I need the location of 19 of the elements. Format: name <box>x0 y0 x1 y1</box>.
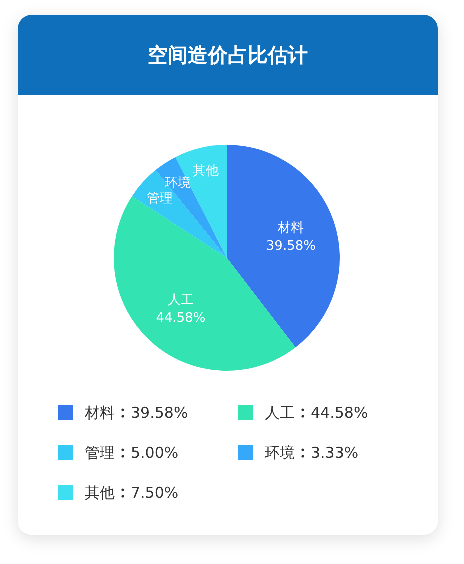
text: 39.58% <box>131 404 188 422</box>
legend-label: 其他 <box>85 484 115 502</box>
legend-label: 人工 <box>265 404 295 422</box>
data-label: 39.58% <box>266 239 316 254</box>
slice-label: 管理 <box>146 192 173 206</box>
slice-label: 材料 <box>277 221 304 236</box>
slice-label: 环境 <box>164 175 191 192</box>
chart-title: 空间造价占比估计 <box>148 43 308 67</box>
data-label: 3.33% <box>311 444 359 462</box>
data-label: 5.00% <box>131 444 179 462</box>
legend-label: 环境 <box>265 444 295 462</box>
pie-slice <box>227 145 340 348</box>
slice-label: 人工 <box>168 292 194 308</box>
slice-label: 其他 <box>192 164 219 180</box>
legend-label: 管理 <box>85 444 115 462</box>
data-label: 44.58% <box>156 310 206 326</box>
text: 44.58% <box>311 404 368 422</box>
legend-label: 材料 <box>84 404 115 422</box>
data-label: 7.50% <box>131 484 179 502</box>
